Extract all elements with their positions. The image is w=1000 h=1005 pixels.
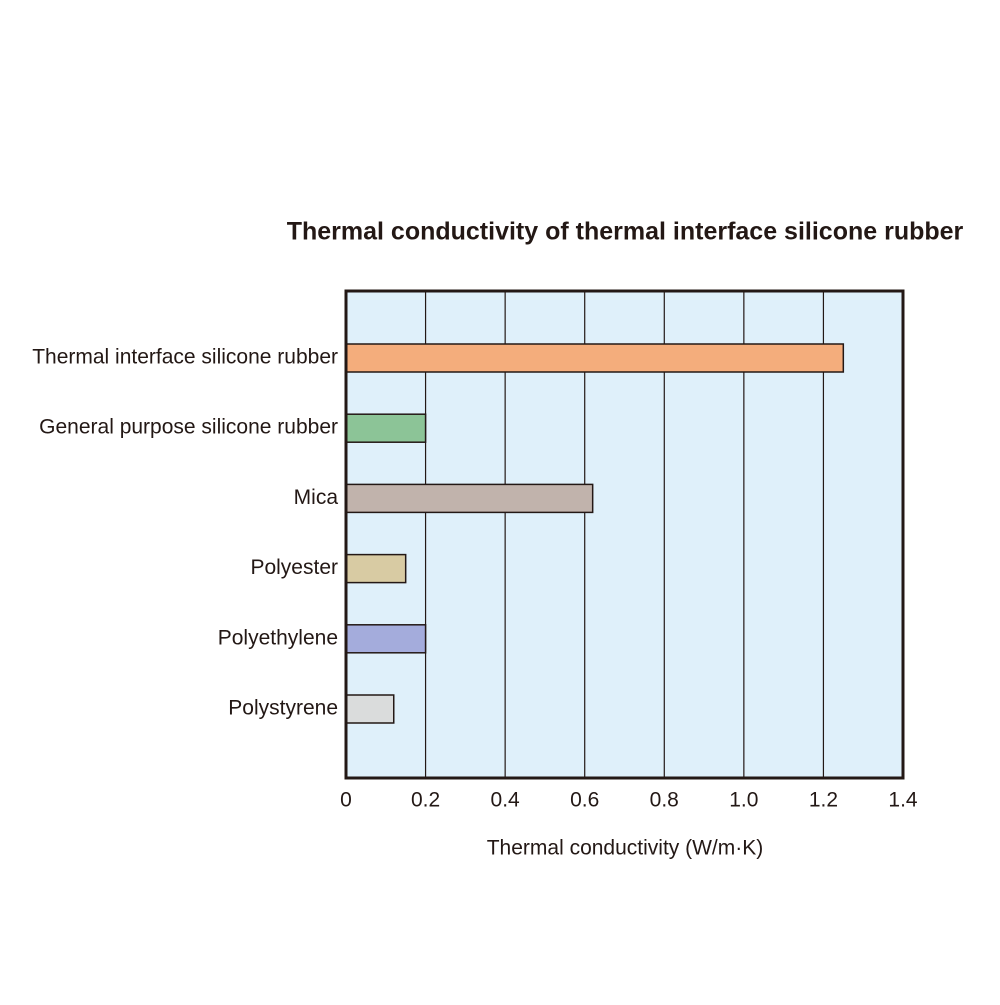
- x-tick-label: 1.0: [729, 789, 758, 812]
- y-tick-label: Thermal interface silicone rubber: [32, 346, 338, 369]
- x-tick-label: 1.2: [809, 789, 838, 812]
- bar: [345, 483, 594, 514]
- y-tick-label: Polyester: [250, 556, 338, 579]
- bar: [345, 553, 407, 584]
- x-tick-label: 0.2: [411, 789, 440, 812]
- x-tick-label: 0.8: [650, 789, 679, 812]
- y-tick-label: Polystyrene: [228, 697, 338, 720]
- x-tick-label: 1.4: [888, 789, 918, 812]
- y-tick-label: Mica: [294, 486, 339, 509]
- x-axis-label: Thermal conductivity (W/m·K): [487, 837, 764, 860]
- x-tick-label: 0.6: [570, 789, 599, 812]
- y-tick-label: Polyethylene: [218, 626, 338, 649]
- x-tick-label: 0.4: [491, 789, 521, 812]
- x-tick-label: 0: [340, 789, 352, 812]
- bar: [345, 694, 395, 724]
- chart-title: Thermal conductivity of thermal interfac…: [287, 218, 964, 246]
- bar: [345, 413, 427, 443]
- bar: [345, 343, 845, 373]
- y-tick-label: General purpose silicone rubber: [39, 416, 338, 439]
- plot-frame: [344, 289, 905, 780]
- bar: [345, 624, 427, 654]
